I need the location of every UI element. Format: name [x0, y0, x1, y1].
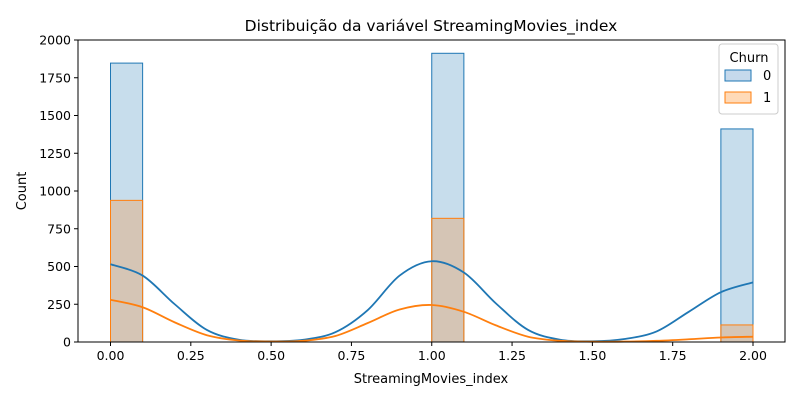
bar-series-1-bin-1 — [431, 217, 465, 343]
x-tick-label: 0.50 — [257, 348, 285, 363]
y-tick-label: 2000 — [39, 33, 71, 48]
chart-title: Distribuição da variável StreamingMovies… — [245, 17, 618, 36]
x-tick-label: 0.25 — [177, 348, 205, 363]
y-axis-label: Count — [15, 172, 30, 211]
x-tick-label: 1.25 — [498, 348, 526, 363]
bar-series-1-bin-2 — [720, 324, 754, 343]
y-tick-label: 1250 — [39, 146, 71, 161]
bar-series-0-bin-1 — [431, 52, 465, 343]
kde-line-series-0 — [110, 260, 754, 343]
y-tick-label: 1750 — [39, 70, 71, 85]
y-tick-label: 500 — [47, 259, 71, 274]
kde-line-series-1 — [110, 298, 754, 343]
legend-label-1: 1 — [763, 91, 771, 106]
legend-swatch-0 — [724, 69, 752, 82]
x-tick-label: 1.75 — [659, 348, 687, 363]
y-tick-label: 0 — [63, 335, 71, 350]
x-tick-label: 1.50 — [578, 348, 606, 363]
kde-layer — [110, 260, 754, 343]
x-tick-label: 0.75 — [338, 348, 366, 363]
y-tick-label: 1500 — [39, 108, 71, 123]
bars-layer — [110, 52, 754, 343]
y-axis: 0 250 500 750 1000 1250 1500 1750 2000 — [39, 33, 78, 350]
bar-series-0-bin-2 — [720, 128, 754, 343]
y-tick-label: 750 — [47, 221, 71, 236]
legend: Churn 0 1 — [718, 43, 779, 115]
legend-label-0: 0 — [763, 69, 771, 84]
x-axis: 0.00 0.25 0.50 0.75 1.00 1.25 1.50 1.75 2.00 — [97, 342, 767, 363]
x-axis-label: StreamingMovies_index — [354, 372, 509, 387]
legend-swatch-1 — [724, 91, 752, 104]
y-tick-label: 1000 — [39, 184, 71, 199]
x-tick-label: 2.00 — [739, 348, 767, 363]
x-tick-label: 1.00 — [418, 348, 446, 363]
bar-series-1-bin-0 — [110, 199, 144, 343]
x-tick-label: 0.00 — [97, 348, 125, 363]
legend-title: Churn — [730, 51, 769, 66]
bar-series-0-bin-0 — [110, 62, 144, 343]
y-tick-label: 250 — [47, 297, 71, 312]
